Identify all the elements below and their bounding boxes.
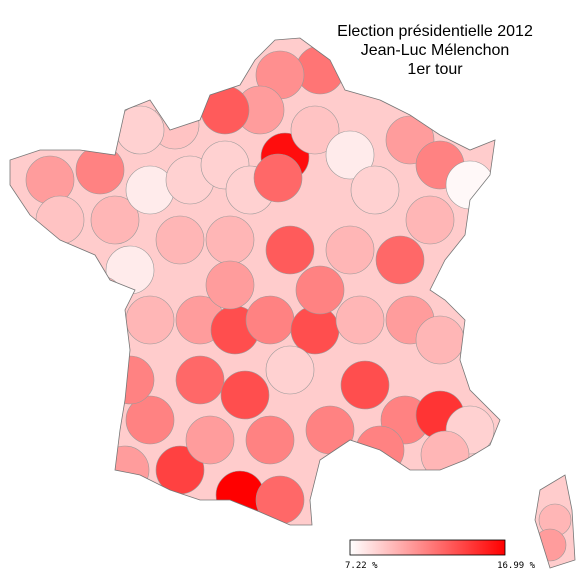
department (265, 345, 315, 395)
department (175, 355, 225, 405)
department (205, 215, 255, 265)
department (265, 225, 315, 275)
department (115, 105, 165, 155)
department (125, 395, 175, 445)
department (200, 85, 250, 135)
department (220, 370, 270, 420)
department (105, 245, 155, 295)
department (125, 295, 175, 345)
department (375, 235, 425, 285)
department (255, 475, 305, 525)
department (155, 215, 205, 265)
department (100, 445, 150, 495)
title-line: Jean-Luc Mélenchon (361, 42, 510, 59)
department (305, 405, 355, 455)
department (335, 295, 385, 345)
department (533, 528, 567, 562)
department (245, 295, 295, 345)
title-line: Election présidentielle 2012 (337, 23, 533, 40)
department (415, 315, 465, 365)
department (105, 355, 155, 405)
legend-min: 7.22 % (345, 561, 378, 571)
department (75, 275, 125, 325)
department (290, 105, 340, 155)
department (350, 165, 400, 215)
title-line: 1er tour (407, 61, 463, 78)
department (35, 195, 85, 245)
department (405, 195, 455, 245)
department (205, 260, 255, 310)
department (420, 430, 470, 480)
department (325, 225, 375, 275)
department (253, 153, 303, 203)
department (185, 415, 235, 465)
department (325, 130, 375, 180)
department (90, 195, 140, 245)
legend-max: 16.99 % (497, 561, 536, 571)
legend-scale (349, 539, 506, 556)
outline (9, 37, 576, 569)
department (245, 415, 295, 465)
department (340, 360, 390, 410)
department (295, 265, 345, 315)
